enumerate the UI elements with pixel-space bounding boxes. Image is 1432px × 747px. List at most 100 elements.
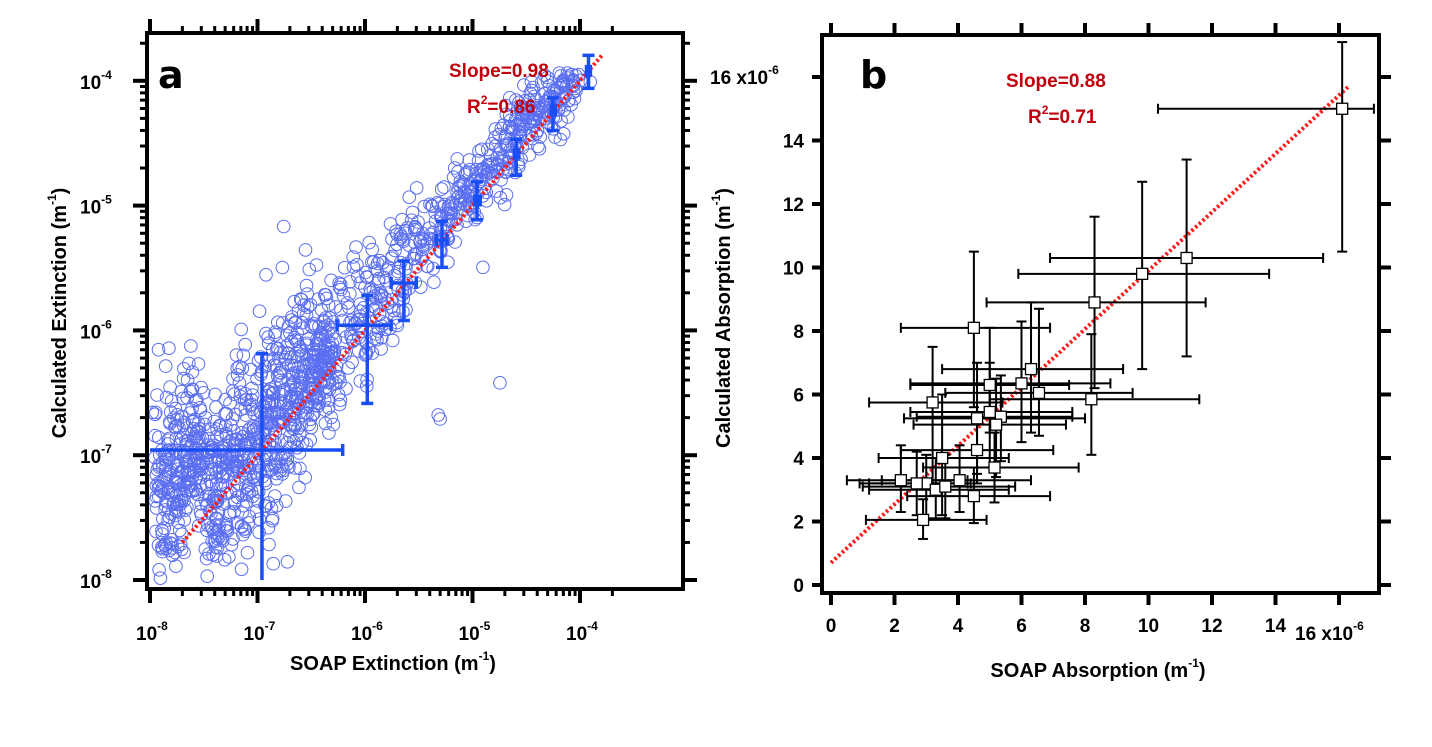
scatter-point <box>252 525 266 540</box>
scatter-point <box>167 411 181 425</box>
scatter-point <box>151 342 166 357</box>
scatter-point <box>409 246 424 261</box>
binned-mean <box>510 137 523 178</box>
scatter-point <box>399 302 413 317</box>
scatter-point <box>229 348 244 362</box>
scatter-point <box>561 110 575 124</box>
fit-line <box>180 54 604 544</box>
y-tick-label: 0 <box>793 576 804 597</box>
scatter-point <box>275 260 290 275</box>
scatter-point <box>381 260 396 274</box>
data-point-marker <box>1085 393 1098 406</box>
scatter-point <box>351 269 365 284</box>
scatter-point <box>512 95 526 110</box>
scatter-point <box>404 213 419 227</box>
scatter-point <box>291 303 306 318</box>
tick-base: 10 <box>80 73 101 94</box>
scatter-point <box>432 197 446 211</box>
y-tick-label: 8 <box>793 322 804 343</box>
scatter-point <box>296 364 310 379</box>
scatter-point <box>399 226 413 241</box>
tick-text: 4 <box>793 449 804 470</box>
scatter-point <box>427 275 441 290</box>
scatter-point <box>456 177 470 192</box>
scatter-point <box>428 205 442 220</box>
scatter-point <box>408 219 422 234</box>
scatter-point <box>306 372 320 387</box>
scatter-point <box>393 231 408 246</box>
scatter-point <box>169 431 184 446</box>
scatter-point <box>294 348 309 362</box>
scatter-point <box>201 518 215 533</box>
tick-text: 6 <box>1016 616 1027 637</box>
scatter-point <box>380 263 394 278</box>
r2-value: =0.71 <box>1048 107 1097 128</box>
scatter-point <box>173 537 188 552</box>
scatter-point <box>524 75 539 89</box>
data-point-marker <box>970 412 984 425</box>
scatter-point <box>320 365 334 380</box>
tick-exponent: -5 <box>480 619 491 633</box>
tick-exponent: -8 <box>101 567 112 581</box>
scatter-point <box>149 405 163 420</box>
scatter-point <box>387 311 402 325</box>
y-axis-title-close: ) <box>49 188 71 195</box>
scatter-point <box>561 69 575 83</box>
scatter-point <box>319 288 333 302</box>
scatter-point <box>334 282 348 297</box>
scatter-point <box>503 113 518 128</box>
scatter-point <box>380 296 395 311</box>
x-tick-label: 10-8 <box>136 619 168 645</box>
scatter-point <box>258 473 272 488</box>
scatter-point <box>220 521 234 535</box>
data-point-marker <box>935 451 949 465</box>
scatter-point <box>264 463 279 477</box>
scatter-point <box>346 260 361 274</box>
fit-line <box>829 85 1350 565</box>
scatter-point <box>350 258 364 272</box>
scatter-point <box>234 562 249 577</box>
scatter-point <box>180 373 195 387</box>
tick-text: 12 <box>1201 616 1222 637</box>
scatter-point <box>211 523 226 538</box>
axis-ticks <box>812 23 1391 605</box>
tick-base: 10 <box>136 624 157 645</box>
scatter-point <box>240 545 255 560</box>
y-axis-title: Calculated Extinction (m-1) <box>45 188 71 439</box>
scatter-point <box>230 490 245 505</box>
scatter-point <box>242 461 257 475</box>
scatter-point <box>325 326 340 341</box>
scatter-point <box>293 340 307 354</box>
scatter-point <box>349 240 363 254</box>
scatter-point <box>281 346 295 361</box>
scatter-point <box>372 271 386 286</box>
scatter-point <box>298 470 313 485</box>
y-tick-labels: 0 2 4 6 8 10 12 14 16 x10-6 <box>710 63 804 597</box>
scatter-point <box>149 501 164 515</box>
scatter-point <box>192 519 206 533</box>
tick-exponent: -6 <box>1353 619 1364 633</box>
scatter-point <box>371 321 385 335</box>
scatter-point <box>189 451 204 466</box>
data-point-marker <box>1088 296 1101 309</box>
scatter-point <box>194 497 208 511</box>
data-point-marker <box>967 321 981 334</box>
scatter-point <box>479 185 494 200</box>
tick-exponent: -6 <box>768 63 779 77</box>
scatter-point <box>157 521 171 536</box>
y-tick-label: 12 <box>783 195 804 216</box>
scatter-point <box>336 288 351 303</box>
scatter-point <box>234 519 249 534</box>
scatter-point <box>173 478 187 493</box>
scatter-point <box>170 408 185 422</box>
data-point-marker <box>1136 267 1149 281</box>
scatter-point <box>208 534 223 549</box>
markers <box>894 102 1349 527</box>
tick-base: 10 <box>80 322 101 343</box>
scatter-point <box>261 330 276 345</box>
x-tick-label: 14 <box>1265 616 1287 637</box>
scatter-point <box>493 376 507 390</box>
scatter-point <box>155 540 169 554</box>
scatter-point <box>176 418 191 433</box>
data-point-marker <box>1024 362 1038 376</box>
